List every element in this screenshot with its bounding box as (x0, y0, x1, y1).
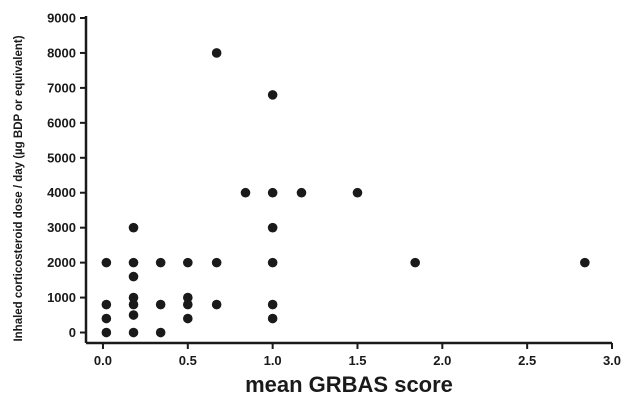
data-point (128, 292, 139, 303)
y-tick-label: 4000 (47, 185, 76, 200)
data-point (101, 313, 112, 324)
x-tick-label: 3.0 (603, 353, 621, 368)
x-tick-label: 0.0 (94, 353, 112, 368)
data-point (580, 257, 590, 268)
x-tick-label: 1.5 (348, 353, 366, 368)
x-tick-label: 2.5 (518, 353, 536, 368)
data-point (240, 187, 251, 198)
x-tick-label: 0.5 (179, 353, 197, 368)
y-axis-label: Inhaled corticosteroid dose / day (µg BD… (13, 35, 25, 341)
data-point (211, 48, 222, 58)
data-point (267, 257, 278, 268)
data-point (128, 257, 139, 268)
data-point (267, 299, 278, 310)
data-point (128, 222, 139, 233)
data-point (183, 299, 193, 310)
data-point (296, 187, 307, 198)
data-point (128, 327, 139, 338)
y-tick-label: 1000 (47, 290, 76, 305)
data-point (267, 222, 278, 233)
data-point (267, 187, 278, 198)
data-point (211, 299, 222, 310)
data-points (101, 48, 590, 338)
y-tick-label: 0 (69, 325, 76, 340)
data-point (155, 327, 166, 338)
x-axis-label: mean GRBAS score (245, 372, 453, 397)
y-tick-label: 6000 (47, 115, 76, 130)
data-point (155, 257, 166, 268)
x-tick-label: 2.0 (433, 353, 451, 368)
data-point (101, 257, 112, 268)
data-point (183, 257, 193, 268)
y-tick-label: 9000 (47, 11, 76, 26)
data-point (155, 299, 166, 310)
y-tick-label: 5000 (47, 150, 76, 165)
data-point (183, 313, 193, 324)
y-tick-label: 2000 (47, 255, 76, 270)
data-point (128, 271, 139, 282)
data-point (128, 299, 139, 310)
data-point (267, 313, 278, 324)
data-point (101, 299, 112, 310)
x-ticks: 0.0 0.5 1.0 1.5 2.0 2.5 3.0 (94, 343, 621, 368)
x-tick-label: 1.0 (264, 353, 282, 368)
data-point (352, 187, 363, 198)
y-tick-label: 7000 (47, 80, 76, 95)
y-ticks: 0 1000 2000 3000 4000 5000 6000 7000 8000 9000 (47, 11, 86, 340)
y-tick-label: 3000 (47, 220, 76, 235)
data-point (128, 310, 139, 320)
data-point (183, 292, 193, 303)
data-point (267, 90, 278, 100)
data-point (101, 327, 112, 338)
data-point (410, 257, 420, 268)
data-point (211, 257, 222, 268)
axes (84, 16, 612, 345)
y-tick-label: 8000 (47, 45, 76, 60)
